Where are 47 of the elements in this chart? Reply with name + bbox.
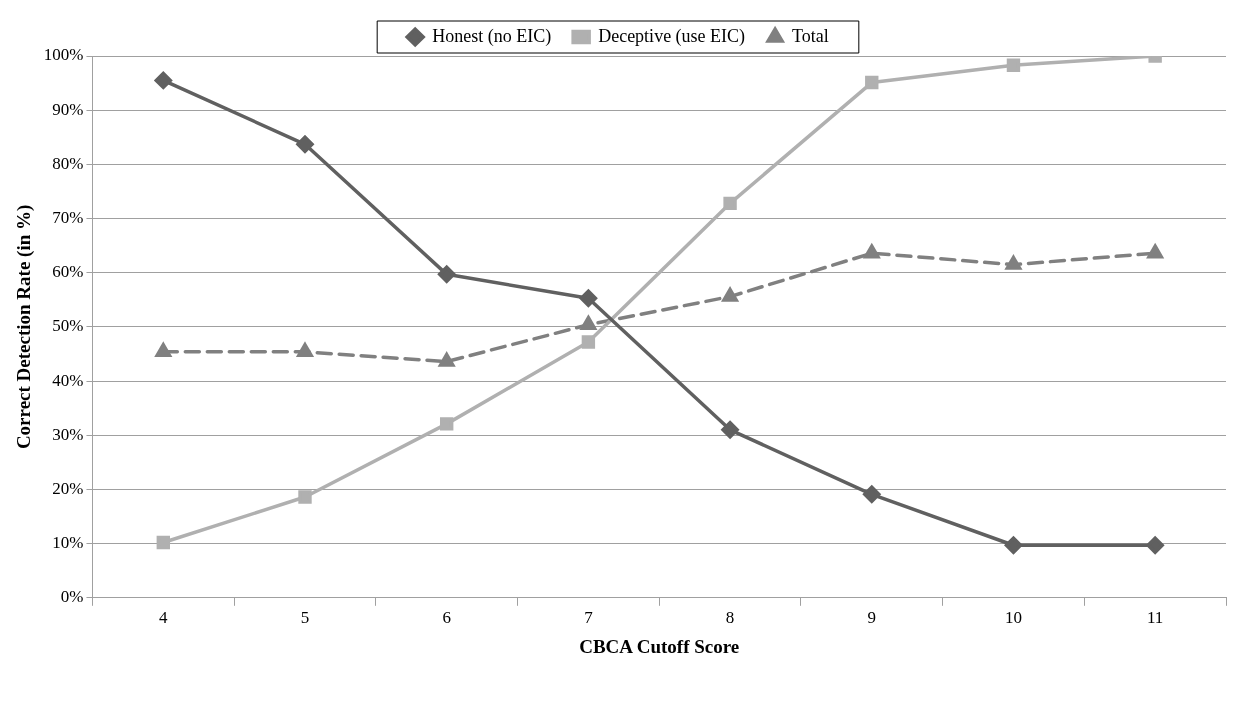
point: [438, 352, 455, 367]
x-tick-label: 8: [725, 608, 735, 628]
x-tick-label: 11: [1146, 608, 1164, 628]
y-tick-label: 90%: [52, 99, 84, 119]
y-axis-title: Correct Detection Rate (in %): [13, 204, 36, 450]
legend-label: Total: [792, 25, 829, 46]
y-tick-label: 60%: [52, 262, 84, 282]
x-tick-label: 5: [300, 608, 310, 628]
x-axis-title: CBCA Cutoff Score: [579, 635, 740, 657]
point: [865, 75, 879, 90]
point: [580, 315, 597, 330]
point: [721, 421, 739, 439]
point: [1004, 536, 1023, 554]
point: [579, 289, 598, 307]
legend-label: Honest (no EIC): [432, 25, 552, 47]
point: [154, 71, 173, 90]
point: [437, 265, 456, 284]
point: [298, 490, 312, 504]
point: [1005, 255, 1022, 270]
y-tick-label: 30%: [52, 424, 84, 444]
point: [439, 417, 454, 431]
point: [296, 135, 314, 154]
point: [297, 343, 313, 358]
x-tick-label: 6: [442, 608, 451, 628]
point: [863, 485, 881, 504]
point: [863, 244, 880, 259]
y-tick-label: 20%: [52, 478, 84, 498]
x-tick-label: 7: [584, 608, 594, 628]
y-tick-label: 50%: [52, 316, 84, 336]
y-tick-label: 70%: [52, 208, 84, 228]
y-tick-label: 0%: [60, 587, 84, 607]
point: [723, 196, 737, 211]
point: [1147, 244, 1163, 259]
point: [722, 287, 738, 302]
y-tick-label: 100%: [43, 45, 84, 65]
x-tick-label: 10: [1004, 608, 1022, 628]
point: [1006, 58, 1021, 72]
x-tick-label: 9: [867, 608, 877, 628]
legend-label: Deceptive (use EIC): [598, 25, 746, 47]
y-tick-label: 40%: [52, 370, 84, 390]
point: [155, 343, 172, 358]
y-tick-label: 80%: [52, 153, 84, 173]
y-tick-label: 10%: [52, 533, 84, 553]
point: [1146, 536, 1164, 554]
x-tick-label: 4: [159, 608, 169, 628]
point: [581, 335, 596, 349]
point: [156, 535, 171, 550]
